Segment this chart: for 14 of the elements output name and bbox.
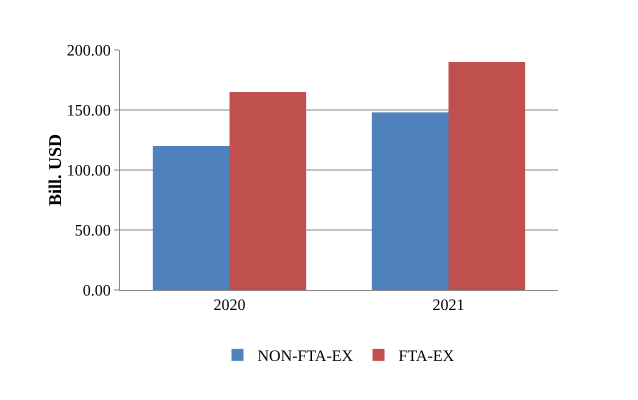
legend-label: FTA-EX <box>398 348 455 366</box>
bar <box>448 62 526 290</box>
y-tick-label: 150.00 <box>66 102 111 120</box>
bar <box>230 92 306 290</box>
y-tick-label: 50.00 <box>74 222 111 240</box>
x-tick-label: 2020 <box>214 297 246 314</box>
y-tick-label: 0.00 <box>82 282 111 300</box>
legend-label: NON-FTA-EX <box>258 348 354 366</box>
y-tick-label: 200.00 <box>66 42 111 60</box>
y-tick-label: 100.00 <box>66 162 111 180</box>
x-tick-label: 2021 <box>432 297 464 314</box>
y-axis-title: Bill. USD <box>44 134 65 206</box>
bar <box>152 146 230 290</box>
bar <box>372 112 448 290</box>
